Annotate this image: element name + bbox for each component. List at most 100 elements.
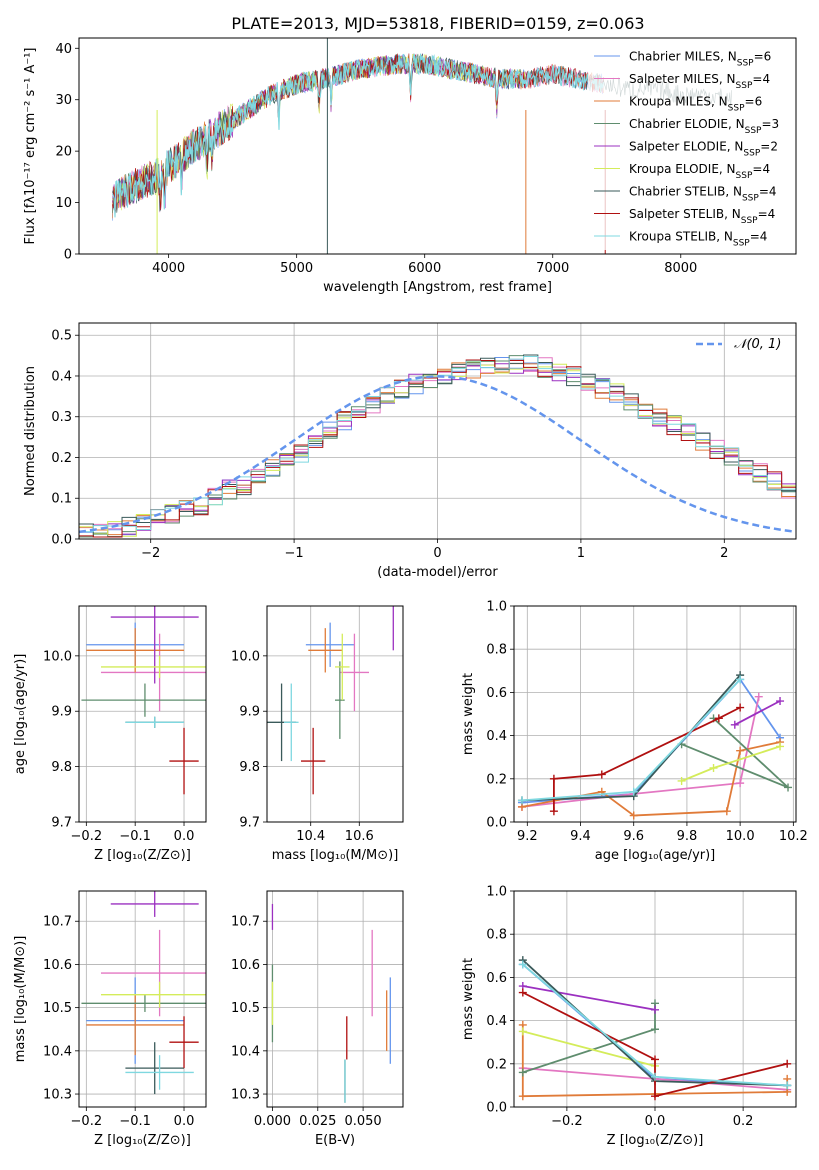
plus-marker: [597, 770, 606, 779]
plus-marker: [776, 742, 785, 751]
y-tick-label: 10.6: [43, 958, 72, 973]
spectrum-legend: Chabrier MILES, NSSP=6 Salpeter MILES, NS…: [588, 44, 788, 250]
y-tick-label: 0.8: [486, 928, 507, 943]
plus-marker: [629, 787, 638, 796]
y-axis-label: Flux [fλ10⁻¹⁷ erg cm⁻² s⁻¹ A⁻¹]: [23, 48, 38, 245]
y-tick-label: 0.6: [486, 686, 507, 701]
x-tick-label: 1: [577, 546, 585, 561]
axes-frame: [78, 322, 797, 540]
axes-frame: [78, 890, 207, 1108]
y-tick-label: 9.8: [51, 760, 72, 775]
x-axis-label: Z [log₁₀(Z/Z⊙)]: [607, 1133, 704, 1148]
y-tick-label: 0: [64, 248, 72, 263]
y-tick-label: 0.0: [486, 816, 507, 831]
x-tick-label: −0.2: [71, 829, 103, 844]
x-axis-label: Z [log₁₀(Z/Z⊙)]: [94, 1133, 191, 1148]
legend-entry-2: Salpeter MILES, NSSP=4: [629, 72, 770, 91]
x-axis-label: E(B-V): [315, 1133, 355, 1148]
plus-marker: [518, 1068, 527, 1077]
legend-entry-3: Kroupa MILES, NSSP=6: [629, 95, 762, 114]
y-tick-label: 10.5: [43, 1001, 72, 1016]
age-vs-metallicity-panel: −0.2 −0.1 0.0 9.7 9.8 9.9 10.0 Z [log₁₀(Z/Z⊙)] a…: [13, 605, 207, 863]
histogram-step: [79, 359, 796, 539]
y-tick-label: 10: [55, 196, 72, 211]
x-tick-label: −2: [141, 546, 160, 561]
x-tick-label: 8000: [664, 261, 697, 276]
series-line: [734, 700, 781, 726]
plus-marker: [651, 1092, 659, 1101]
x-tick-label: 10.4: [296, 829, 325, 844]
y-tick-label: 10.3: [231, 1088, 260, 1103]
spectrum-line: [111, 53, 604, 218]
plus-marker: [776, 697, 785, 706]
x-axis-label: Z [log₁₀(Z/Z⊙)]: [94, 848, 191, 863]
series-line: [522, 985, 656, 1011]
y-tick-label: 0.4: [51, 369, 72, 384]
x-tick-label: 0.025: [299, 1114, 336, 1129]
mass-vs-ebv-panel: 0.000 0.025 0.050 10.3 10.4 10.5 10.6 10.7 E(B-V…: [231, 890, 404, 1148]
x-tick-label: 2: [720, 546, 728, 561]
spectrum-panel: 4000 5000 6000 7000 8000 0 10 20 30 40 wavelength …: [23, 37, 797, 295]
y-tick-label: 10.0: [231, 649, 260, 664]
x-tick-label: 0.050: [344, 1114, 381, 1129]
series-line: [521, 677, 781, 804]
x-tick-label: 9.6: [623, 829, 644, 844]
axes-frame: [513, 605, 797, 823]
y-axis-label: age [log₁₀(age/yr)]: [13, 654, 28, 775]
x-tick-label: 10.6: [345, 829, 374, 844]
x-tick-label: 10.2: [779, 829, 808, 844]
x-tick-label: 5000: [280, 261, 313, 276]
x-tick-label: 10.0: [726, 829, 755, 844]
y-tick-label: 0.0: [51, 533, 72, 548]
y-tick-label: 9.9: [239, 705, 260, 720]
y-tick-label: 10.4: [43, 1044, 72, 1059]
gaussian-curve: [79, 375, 796, 534]
plus-marker: [783, 1081, 792, 1090]
y-tick-label: 0.2: [486, 772, 507, 787]
axes-frame: [266, 605, 404, 823]
x-tick-label: −0.1: [119, 829, 151, 844]
y-tick-label: 9.7: [239, 816, 260, 831]
axes-frame: [513, 890, 797, 1108]
y-tick-label: 10.3: [43, 1088, 72, 1103]
weight-vs-metallicity-panel: −0.2 0.0 0.2 0.0 0.2 0.4 0.6 0.8 1.0 Z [log₁₀(Z/Z…: [461, 885, 797, 1148]
y-tick-label: 30: [55, 93, 72, 108]
plus-marker: [651, 1025, 659, 1034]
weight-vs-age-panel: 9.2 9.4 9.6 9.8 10.0 10.2 0.0 0.2 0.4 0.6 0.8 1.0 ag…: [461, 600, 808, 864]
y-axis-label: mass [log₁₀(M/M⊙)]: [13, 936, 28, 1063]
plus-marker: [736, 746, 745, 755]
y-tick-label: 9.7: [51, 816, 72, 831]
plus-marker: [754, 692, 763, 701]
plus-marker: [651, 1055, 659, 1064]
y-tick-label: 0.8: [486, 643, 507, 658]
axes-frame: [78, 37, 797, 255]
legend-entry-6: Kroupa ELODIE, NSSP=4: [629, 162, 770, 181]
plus-marker: [549, 807, 558, 816]
spectrum-title: PLATE=2013, MJD=53818, FIBERID=0159, z=0…: [231, 14, 644, 33]
y-tick-label: 0.6: [486, 971, 507, 986]
y-tick-label: 10.6: [231, 958, 260, 973]
plus-marker: [730, 720, 739, 729]
y-tick-label: 9.9: [51, 705, 72, 720]
x-tick-label: 0.0: [174, 829, 195, 844]
plus-marker: [722, 807, 731, 816]
y-axis-label: mass weight: [461, 673, 476, 755]
y-axis-label: mass weight: [461, 958, 476, 1040]
plus-marker: [783, 1059, 792, 1068]
x-axis-label: wavelength [Angstrom, rest frame]: [323, 280, 552, 295]
x-tick-label: −0.1: [119, 1114, 151, 1129]
y-tick-label: 0.5: [51, 329, 72, 344]
y-tick-label: 0.1: [51, 492, 72, 507]
legend-entry-9: Kroupa STELIB, NSSP=4: [629, 230, 767, 249]
x-tick-label: 4000: [152, 261, 185, 276]
age-vs-mass-panel: 10.4 10.6 9.7 9.8 9.9 10.0 mass [log₁₀(M/M⊙)]: [231, 605, 404, 863]
plus-marker: [714, 714, 723, 723]
plus-marker: [518, 960, 527, 969]
x-axis-label: age [log₁₀(age/yr)]: [595, 848, 716, 863]
y-tick-label: 0.4: [486, 1014, 507, 1029]
plus-marker: [651, 1072, 659, 1081]
x-tick-label: 0.000: [254, 1114, 291, 1129]
histogram-step: [79, 354, 796, 539]
x-tick-label: −0.2: [551, 1114, 583, 1129]
x-tick-label: 0.2: [733, 1114, 754, 1129]
